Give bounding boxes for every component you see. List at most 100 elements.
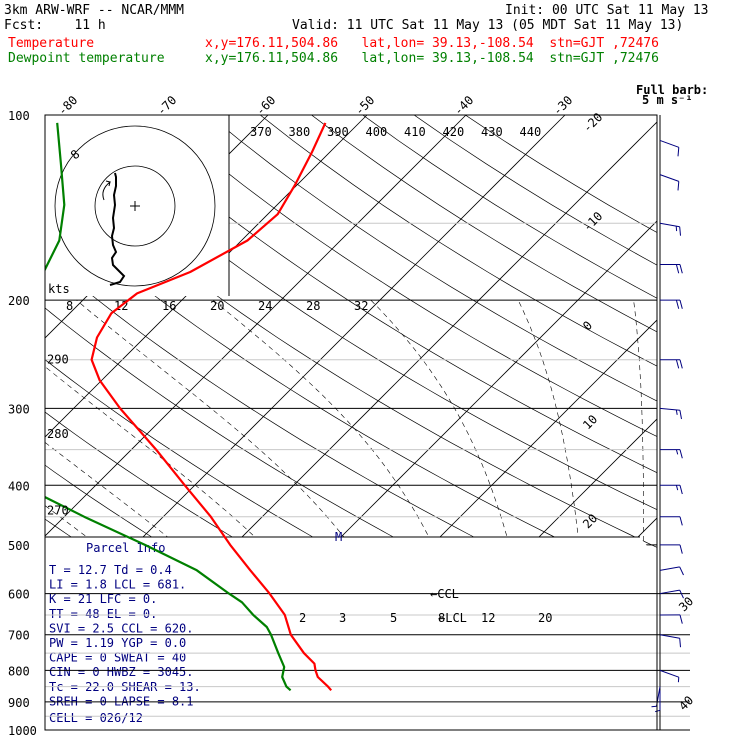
hodograph-speed-label: 28 [306, 299, 320, 313]
parcel-info-cell: CELL = 026/12 [49, 711, 143, 725]
wind-barb [659, 449, 683, 459]
wind-barb [659, 359, 683, 369]
potential-temp-label: 270 [47, 504, 69, 518]
wind-barb [659, 407, 682, 420]
wind-barb-flag [679, 516, 683, 526]
wind-barb-staff [659, 634, 680, 639]
isotherm-label: -40 [451, 93, 476, 118]
hodograph-ring [54, 125, 216, 287]
model-title: 3km ARW-WRF -- NCAR/MMM [4, 3, 185, 18]
potential-temp-label: 290 [47, 353, 69, 367]
pressure-label: 600 [8, 588, 30, 602]
wind-barbs: Full barb:5 m s⁻¹ [636, 83, 708, 730]
hodograph-trace [109, 172, 126, 286]
theta-e-label: 440 [520, 125, 542, 139]
isotherm-label: -60 [253, 93, 278, 118]
plot-frame [44, 114, 658, 731]
theta-e-label: 370 [250, 125, 272, 139]
wind-barb-flag [679, 449, 683, 459]
wind-barb-flag [675, 359, 680, 369]
wind-barb-flag [675, 299, 680, 309]
pressure-label: 900 [8, 696, 30, 710]
parcel-info-row: LI = 1.8 LCL = 681. [49, 578, 186, 592]
isotherm-label: 10 [580, 412, 600, 432]
valid-time: Valid: 11 UTC Sat 11 May 13 (05 MDT Sat … [292, 18, 684, 33]
wind-barb-staff [659, 669, 679, 678]
wind-barb-flag [679, 638, 681, 648]
wind-barb-flag [677, 181, 680, 191]
hodograph-speed-label: 32 [354, 299, 368, 313]
isotherm-label: -20 [580, 110, 605, 135]
wind-barb-flag [679, 264, 683, 274]
parcel-info-row: CAPE = 0 SWEAT = 40 [49, 651, 186, 665]
pressure-label: 800 [8, 664, 30, 678]
isotherm-label: 0 [580, 318, 595, 333]
wind-barb-flag [675, 409, 678, 415]
pressure-label: 500 [8, 539, 30, 553]
isotherm-label: -10 [580, 209, 605, 234]
parcel-panel-background [45, 537, 690, 730]
isotherm-label: -80 [55, 93, 80, 118]
dewpoint-location: x,y=176.11,504.86 lat,lon= 39.13,-108.54… [205, 51, 659, 66]
ccl-marker: ←CCL [430, 587, 459, 601]
forecast-hour: Fcst: 11 h [4, 18, 106, 33]
hodograph-speed-label: 8 [66, 299, 73, 313]
hodograph-units: kts [48, 282, 70, 296]
init-time: Init: 00 UTC Sat 11 May 13 [505, 3, 709, 18]
wind-barb [659, 263, 683, 274]
dewpoint-legend: Dewpoint temperature [8, 51, 165, 66]
parcel-info-row: T = 12.7 Td = 0.4 [49, 563, 172, 577]
theta-e-label: 410 [404, 125, 426, 139]
mixing-ratio-label: 3 [339, 611, 346, 625]
wind-barb-flag [677, 147, 680, 157]
theta-e-label: 400 [366, 125, 388, 139]
theta-e-label: 420 [443, 125, 465, 139]
isotherm-line [45, 115, 467, 537]
potential-temp-label: 280 [47, 427, 69, 441]
barb-legend-units: 5 m s⁻¹ [642, 93, 693, 107]
pressure-label: 200 [8, 294, 30, 308]
mid-level-marker: M [335, 530, 342, 544]
wind-barb-staff [659, 566, 680, 571]
wind-barb-flag [679, 485, 683, 495]
hodograph-arrow [102, 180, 112, 201]
wind-barb-flag [679, 299, 683, 309]
wind-barb [659, 484, 683, 495]
wind-barb [659, 614, 683, 624]
parcel-info-row: CIN = 0 HWBZ = 3045. [49, 665, 194, 679]
mixing-ratio-label: 2 [299, 611, 306, 625]
temperature-legend: Temperature [8, 36, 95, 51]
mixing-ratio-label: 12 [481, 611, 495, 625]
wind-barb-flag [679, 359, 683, 369]
pressure-label: 100 [8, 109, 30, 123]
mixing-ratio-label: 5 [390, 611, 397, 625]
wind-barb-flag [679, 544, 683, 554]
wind-barb [659, 516, 683, 526]
wind-barb-staff [659, 139, 679, 148]
wind-barb-flag [679, 614, 683, 624]
theta-e-label: 380 [289, 125, 311, 139]
wind-barb [659, 299, 683, 309]
wind-barb-flag [679, 410, 682, 420]
pressure-label: 700 [8, 629, 30, 643]
isotherm-label: -70 [154, 93, 179, 118]
wind-barb-flag [679, 226, 681, 236]
wind-barb [659, 544, 683, 554]
mixing-ratio-label: 8 [438, 611, 445, 625]
parcel-info-row: PW = 1.19 YGP = 0.0 [49, 636, 186, 650]
parcel-info-row: SVI = 2.5 CCL = 620. [49, 621, 194, 635]
theta-e-label: 430 [481, 125, 503, 139]
wind-barb [659, 222, 681, 236]
wind-barb-flag [675, 264, 680, 274]
hodograph-ring [94, 165, 176, 247]
wind-barb-staff [659, 222, 680, 228]
wind-barb-staff [659, 174, 679, 182]
pressure-label: 300 [8, 402, 30, 416]
parcel-info-row: TT = 48 EL = 0. [49, 607, 157, 621]
theta-e-label: 390 [327, 125, 349, 139]
wind-barb-staff [659, 589, 680, 595]
isotherm-label: 20 [580, 511, 600, 531]
sounding-profiles [45, 122, 333, 692]
wind-barb [659, 566, 684, 576]
pressure-label: 1000 [8, 724, 37, 738]
